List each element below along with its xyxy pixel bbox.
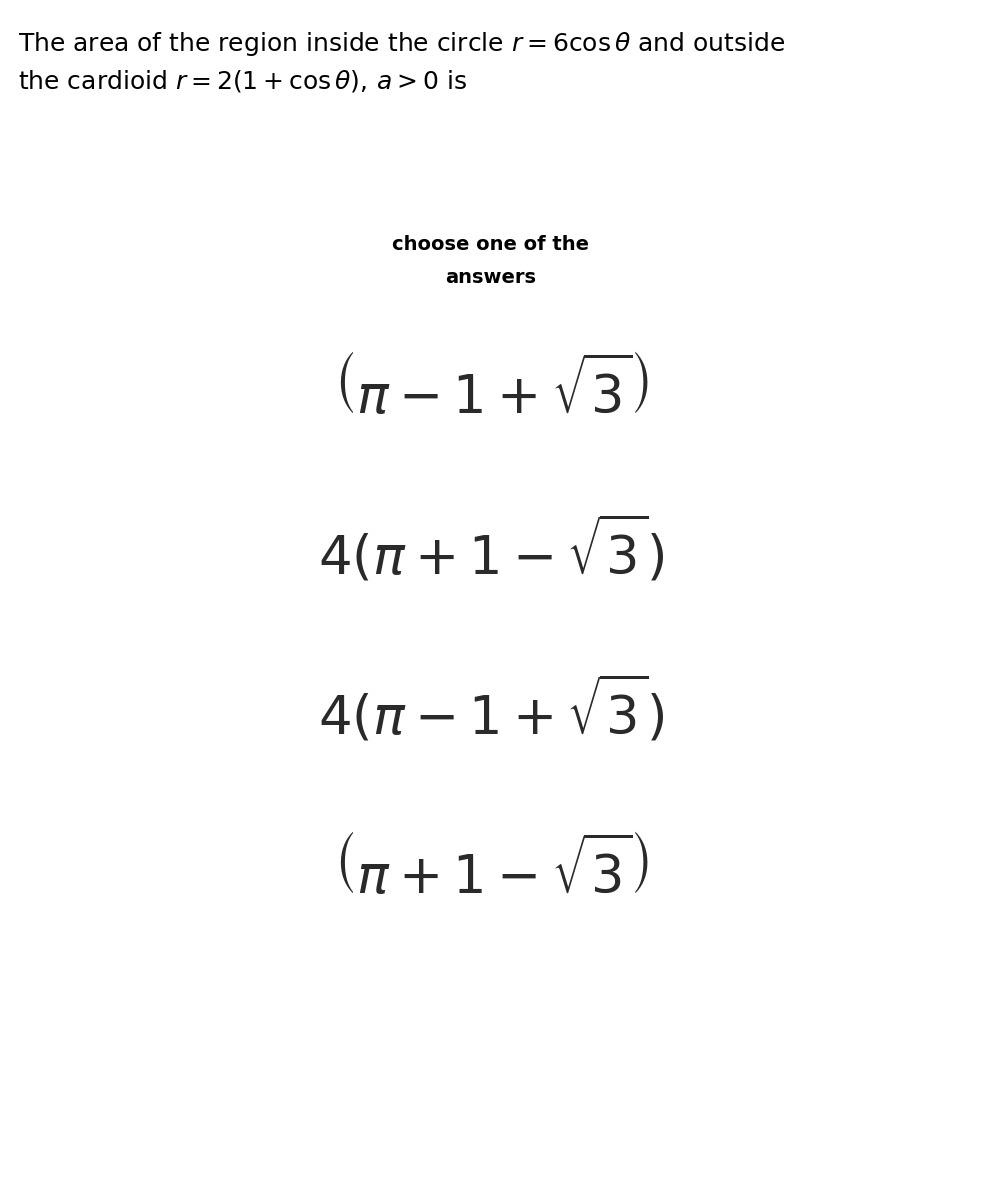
Text: answers: answers [446,268,536,287]
Text: $\left(\pi - 1 + \sqrt{3}\right)$: $\left(\pi - 1 + \sqrt{3}\right)$ [333,356,649,424]
Text: $4(\pi - 1 + \sqrt{3})$: $4(\pi - 1 + \sqrt{3})$ [318,674,664,745]
Text: $4(\pi + 1 - \sqrt{3})$: $4(\pi + 1 - \sqrt{3})$ [318,515,664,586]
Text: $\left(\pi + 1 - \sqrt{3}\right)$: $\left(\pi + 1 - \sqrt{3}\right)$ [333,836,649,904]
Text: choose one of the: choose one of the [393,235,589,254]
Text: The area of the region inside the circle $r = 6\cos\theta$ and outside: The area of the region inside the circle… [18,30,786,58]
Text: the cardioid $r = 2(1+\cos\theta),\, a > 0$ is: the cardioid $r = 2(1+\cos\theta),\, a >… [18,68,467,94]
